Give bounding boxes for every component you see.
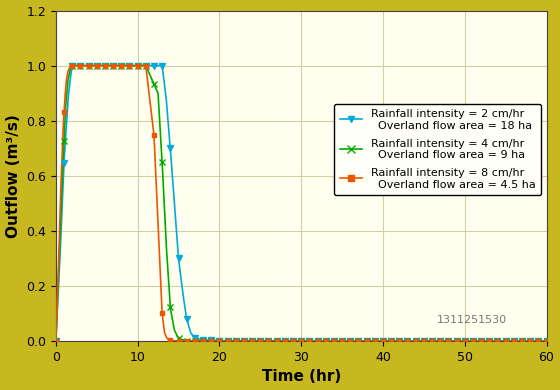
Text: 1311251530: 1311251530	[437, 315, 507, 324]
X-axis label: Time (hr): Time (hr)	[262, 369, 341, 385]
Legend: Rainfall intensity = 2 cm/hr
  Overland flow area = 18 ha, Rainfall intensity = : Rainfall intensity = 2 cm/hr Overland fl…	[334, 104, 541, 195]
Y-axis label: Outflow (m³/s): Outflow (m³/s)	[6, 114, 21, 238]
